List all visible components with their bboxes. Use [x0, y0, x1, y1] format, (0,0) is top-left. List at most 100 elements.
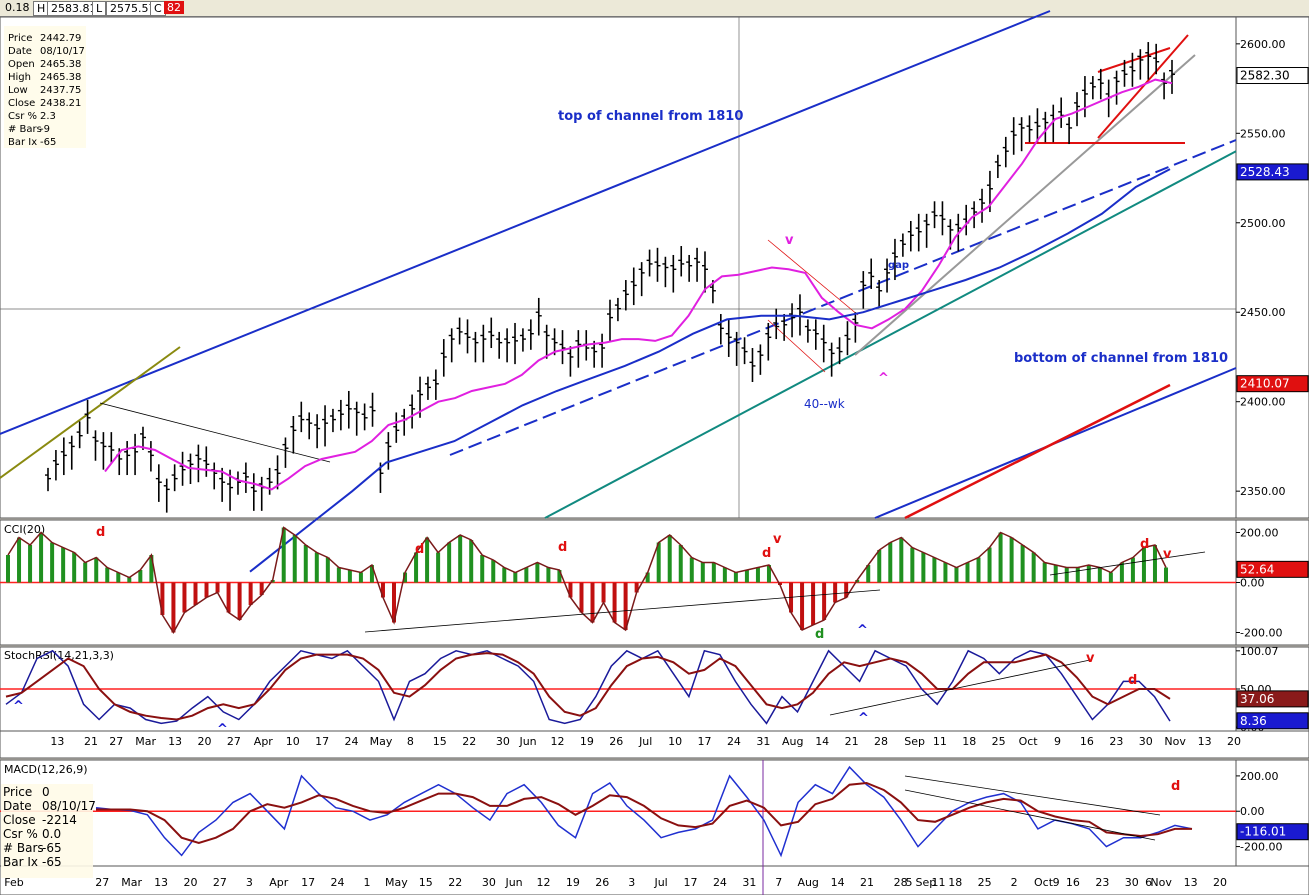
x-tick-label: 11: [933, 735, 947, 748]
x-tick-label: 22: [462, 735, 476, 748]
price-plot-area: [0, 16, 1237, 519]
x-tick-label: 13: [1198, 735, 1212, 748]
cci-annotation-d: d: [1140, 537, 1149, 552]
stochrsi-annotation-caret: ^: [13, 699, 24, 714]
x-tick-label: Feb: [4, 876, 23, 889]
red-parallel-line: [904, 383, 1171, 520]
macd-annotation-d: d: [1171, 779, 1180, 794]
macd-info-value: -2214: [42, 813, 77, 827]
macd-info-value: 08/10/17: [42, 799, 96, 813]
macd-plot-area: [0, 759, 1237, 867]
ma-short-line: [104, 78, 1173, 491]
x-tick-label: 19: [566, 876, 580, 889]
macd-info-key: Price: [3, 785, 32, 799]
annotation-v: v: [785, 233, 794, 248]
header-field: 82: [164, 1, 184, 14]
info-key: # Bars: [8, 124, 42, 135]
x-tick-label: 24: [331, 876, 345, 889]
x-tick-label: 18: [962, 735, 976, 748]
macd-trendline: [904, 775, 1161, 816]
y-tick-label: 2500.00: [1240, 217, 1286, 230]
info-key: Low: [8, 85, 28, 96]
macd-line: [95, 765, 1193, 858]
stochrsi-title: StochRSI(14,21,3,3): [4, 649, 114, 662]
x-tick-label: Apr: [269, 876, 289, 889]
x-tick-label: 24: [345, 735, 359, 748]
stoch-x-axis: [0, 730, 1309, 759]
x-tick-label: 25: [992, 735, 1006, 748]
x-tick-label: 17: [684, 876, 698, 889]
y-tick-label: 200.00: [1240, 527, 1279, 540]
x-tick-label: 18: [948, 876, 962, 889]
black-trendline: [99, 402, 331, 463]
x-tick-label: 30: [1139, 735, 1153, 748]
x-tick-label: 9: [1053, 876, 1060, 889]
x-tick-label: 10: [668, 735, 682, 748]
x-tick-label: 31: [756, 735, 770, 748]
info-key: Price: [8, 33, 32, 44]
x-tick-label: 20: [1227, 735, 1241, 748]
info-value: 2437.75: [40, 85, 81, 96]
info-value: 2442.79: [40, 33, 81, 44]
x-tick-label: Nov: [1164, 735, 1186, 748]
x-tick-label: May: [385, 876, 408, 889]
x-tick-label: Oct: [1034, 876, 1054, 889]
macd-title: MACD(12,26,9): [4, 763, 88, 776]
y-tick-label: -200.00: [1240, 841, 1282, 854]
y-tick-label: 100.07: [1240, 645, 1279, 658]
x-tick-label: 30: [496, 735, 510, 748]
cci-title: CCI(20): [4, 523, 45, 536]
annotation-top-channel: top of channel from 1810: [558, 109, 743, 124]
x-tick-label: 16: [1080, 735, 1094, 748]
x-tick-label: 9: [1054, 735, 1061, 748]
stochrsi-signal-line: [5, 652, 1171, 721]
x-tick-label: 14: [815, 735, 829, 748]
stochrsi-annotation-v: v: [1086, 651, 1095, 666]
x-tick-label: 10: [286, 735, 300, 748]
x-tick-label: 13: [154, 876, 168, 889]
macd-info-key: Date: [3, 799, 32, 813]
x-tick-label: 13: [168, 735, 182, 748]
x-tick-label: 17: [301, 876, 315, 889]
x-tick-label: 25: [978, 876, 992, 889]
x-tick-label: Mar: [121, 876, 142, 889]
x-tick-label: 13: [50, 735, 64, 748]
x-tick-label: 21: [84, 735, 98, 748]
x-tick-label: 17: [315, 735, 329, 748]
x-tick-label: Jun: [518, 735, 536, 748]
macd-info-key: # Bars: [3, 841, 44, 855]
x-tick-label: Sep: [915, 876, 936, 889]
cci-annotation-d: d: [815, 627, 824, 642]
price-y-axis: [1235, 16, 1309, 519]
macd-info-key: Csr %: [3, 827, 38, 841]
stochrsi-value-tag-label: 8.36: [1240, 714, 1267, 728]
x-tick-label: 23: [1109, 735, 1123, 748]
y-tick-label: 2350.00: [1240, 485, 1286, 498]
x-tick-label: 28: [874, 735, 888, 748]
macd-value-tag-label: -116.01: [1240, 825, 1286, 839]
cci-annotation-d: d: [96, 525, 105, 540]
x-tick-label: Sep: [904, 735, 925, 748]
cci-annotation-d: d: [558, 540, 567, 555]
x-tick-label: 30: [1125, 876, 1139, 889]
x-tick-label: Aug: [782, 735, 803, 748]
x-tick-label: 14: [831, 876, 845, 889]
red-flag-bottom: [767, 319, 826, 373]
annotation-40wk: 40--wk: [804, 397, 845, 411]
x-tick-label: 26: [595, 876, 609, 889]
x-tick-label: 30: [482, 876, 496, 889]
macd-info-key: Close: [3, 813, 36, 827]
x-tick-label: 6: [1145, 876, 1152, 889]
info-key: Close: [8, 98, 35, 109]
info-key: Open: [8, 59, 35, 70]
x-tick-label: 3: [246, 876, 253, 889]
price-value-tag: [1236, 67, 1309, 85]
cci-value-tag-label: 52.64: [1240, 562, 1274, 576]
cci-annotation-d: d: [415, 542, 424, 557]
x-tick-label: 15: [419, 876, 433, 889]
x-tick-label: 28: [894, 876, 908, 889]
cci-annotation-caret: ^: [857, 623, 868, 638]
y-tick-label: 2600.00: [1240, 38, 1286, 51]
